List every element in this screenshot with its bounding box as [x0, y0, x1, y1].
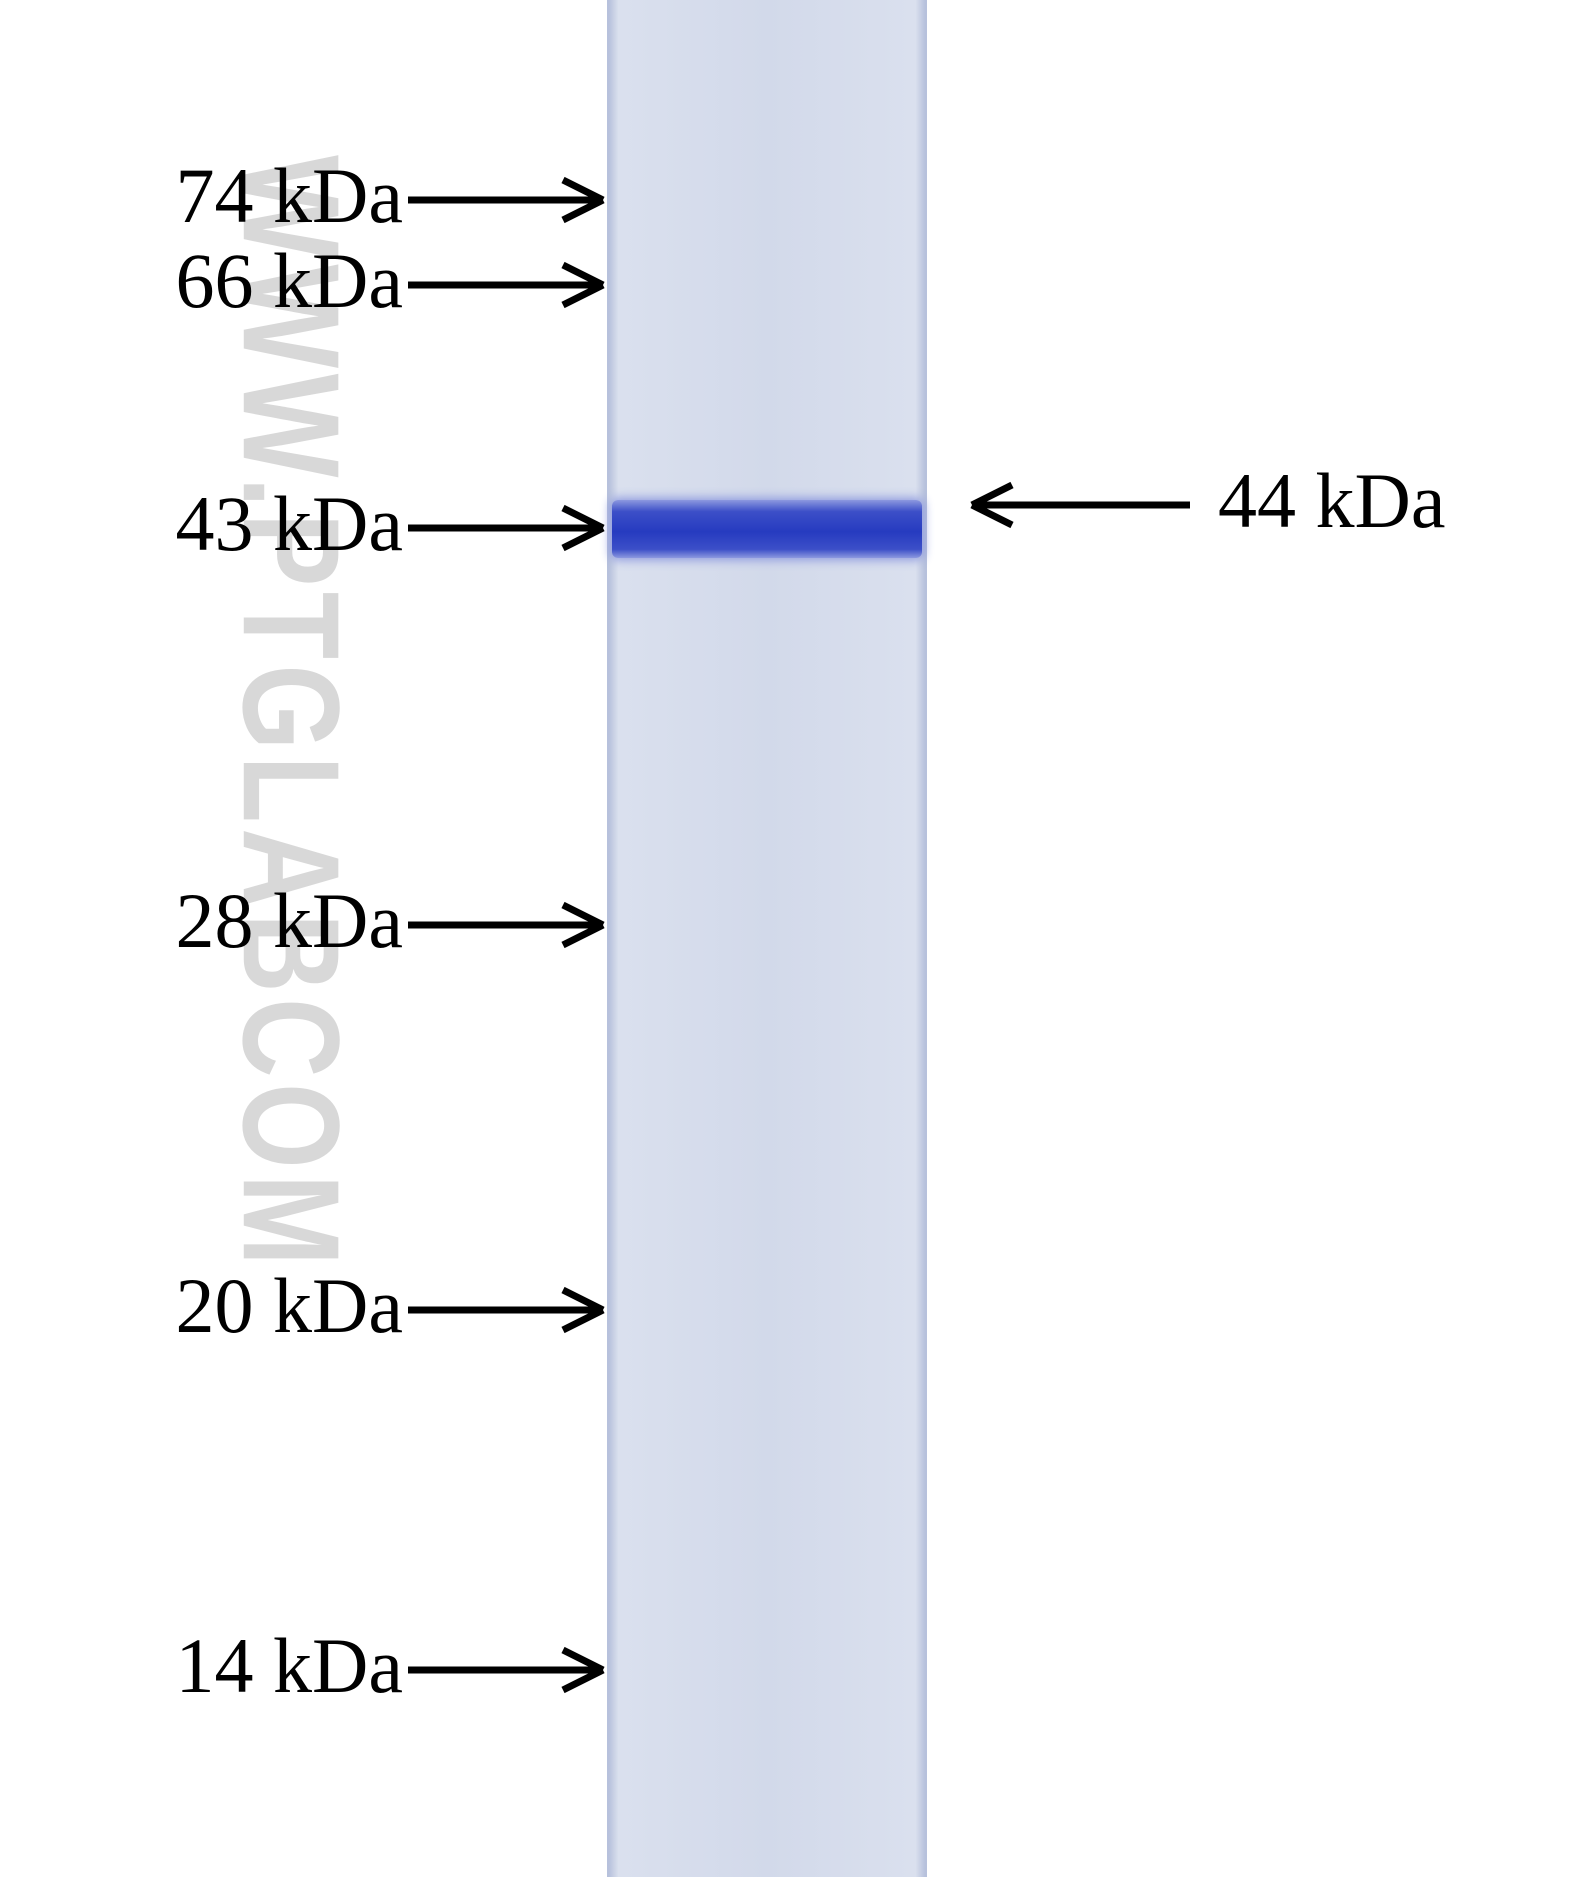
marker-arrow: [364, 901, 647, 949]
marker-arrow: [364, 176, 647, 224]
marker-arrow: [364, 504, 647, 552]
protein-band: [612, 500, 922, 558]
marker-label: 14 kDa: [0, 1627, 403, 1705]
marker-arrow: [364, 1646, 647, 1694]
band-arrow: [928, 481, 1234, 529]
marker-label: 28 kDa: [0, 882, 403, 960]
marker-label: 20 kDa: [0, 1267, 403, 1345]
band-mass-label: 44 kDa: [1218, 462, 1445, 540]
marker-label: 43 kDa: [0, 485, 403, 563]
marker-arrow: [364, 1286, 647, 1334]
gel-figure: WWW.PTGLABCOM74 kDa66 kDa43 kDa28 kDa20 …: [0, 0, 1585, 1877]
marker-arrow: [364, 261, 647, 309]
gel-lane: [607, 0, 927, 1877]
marker-label: 74 kDa: [0, 157, 403, 235]
marker-label: 66 kDa: [0, 242, 403, 320]
